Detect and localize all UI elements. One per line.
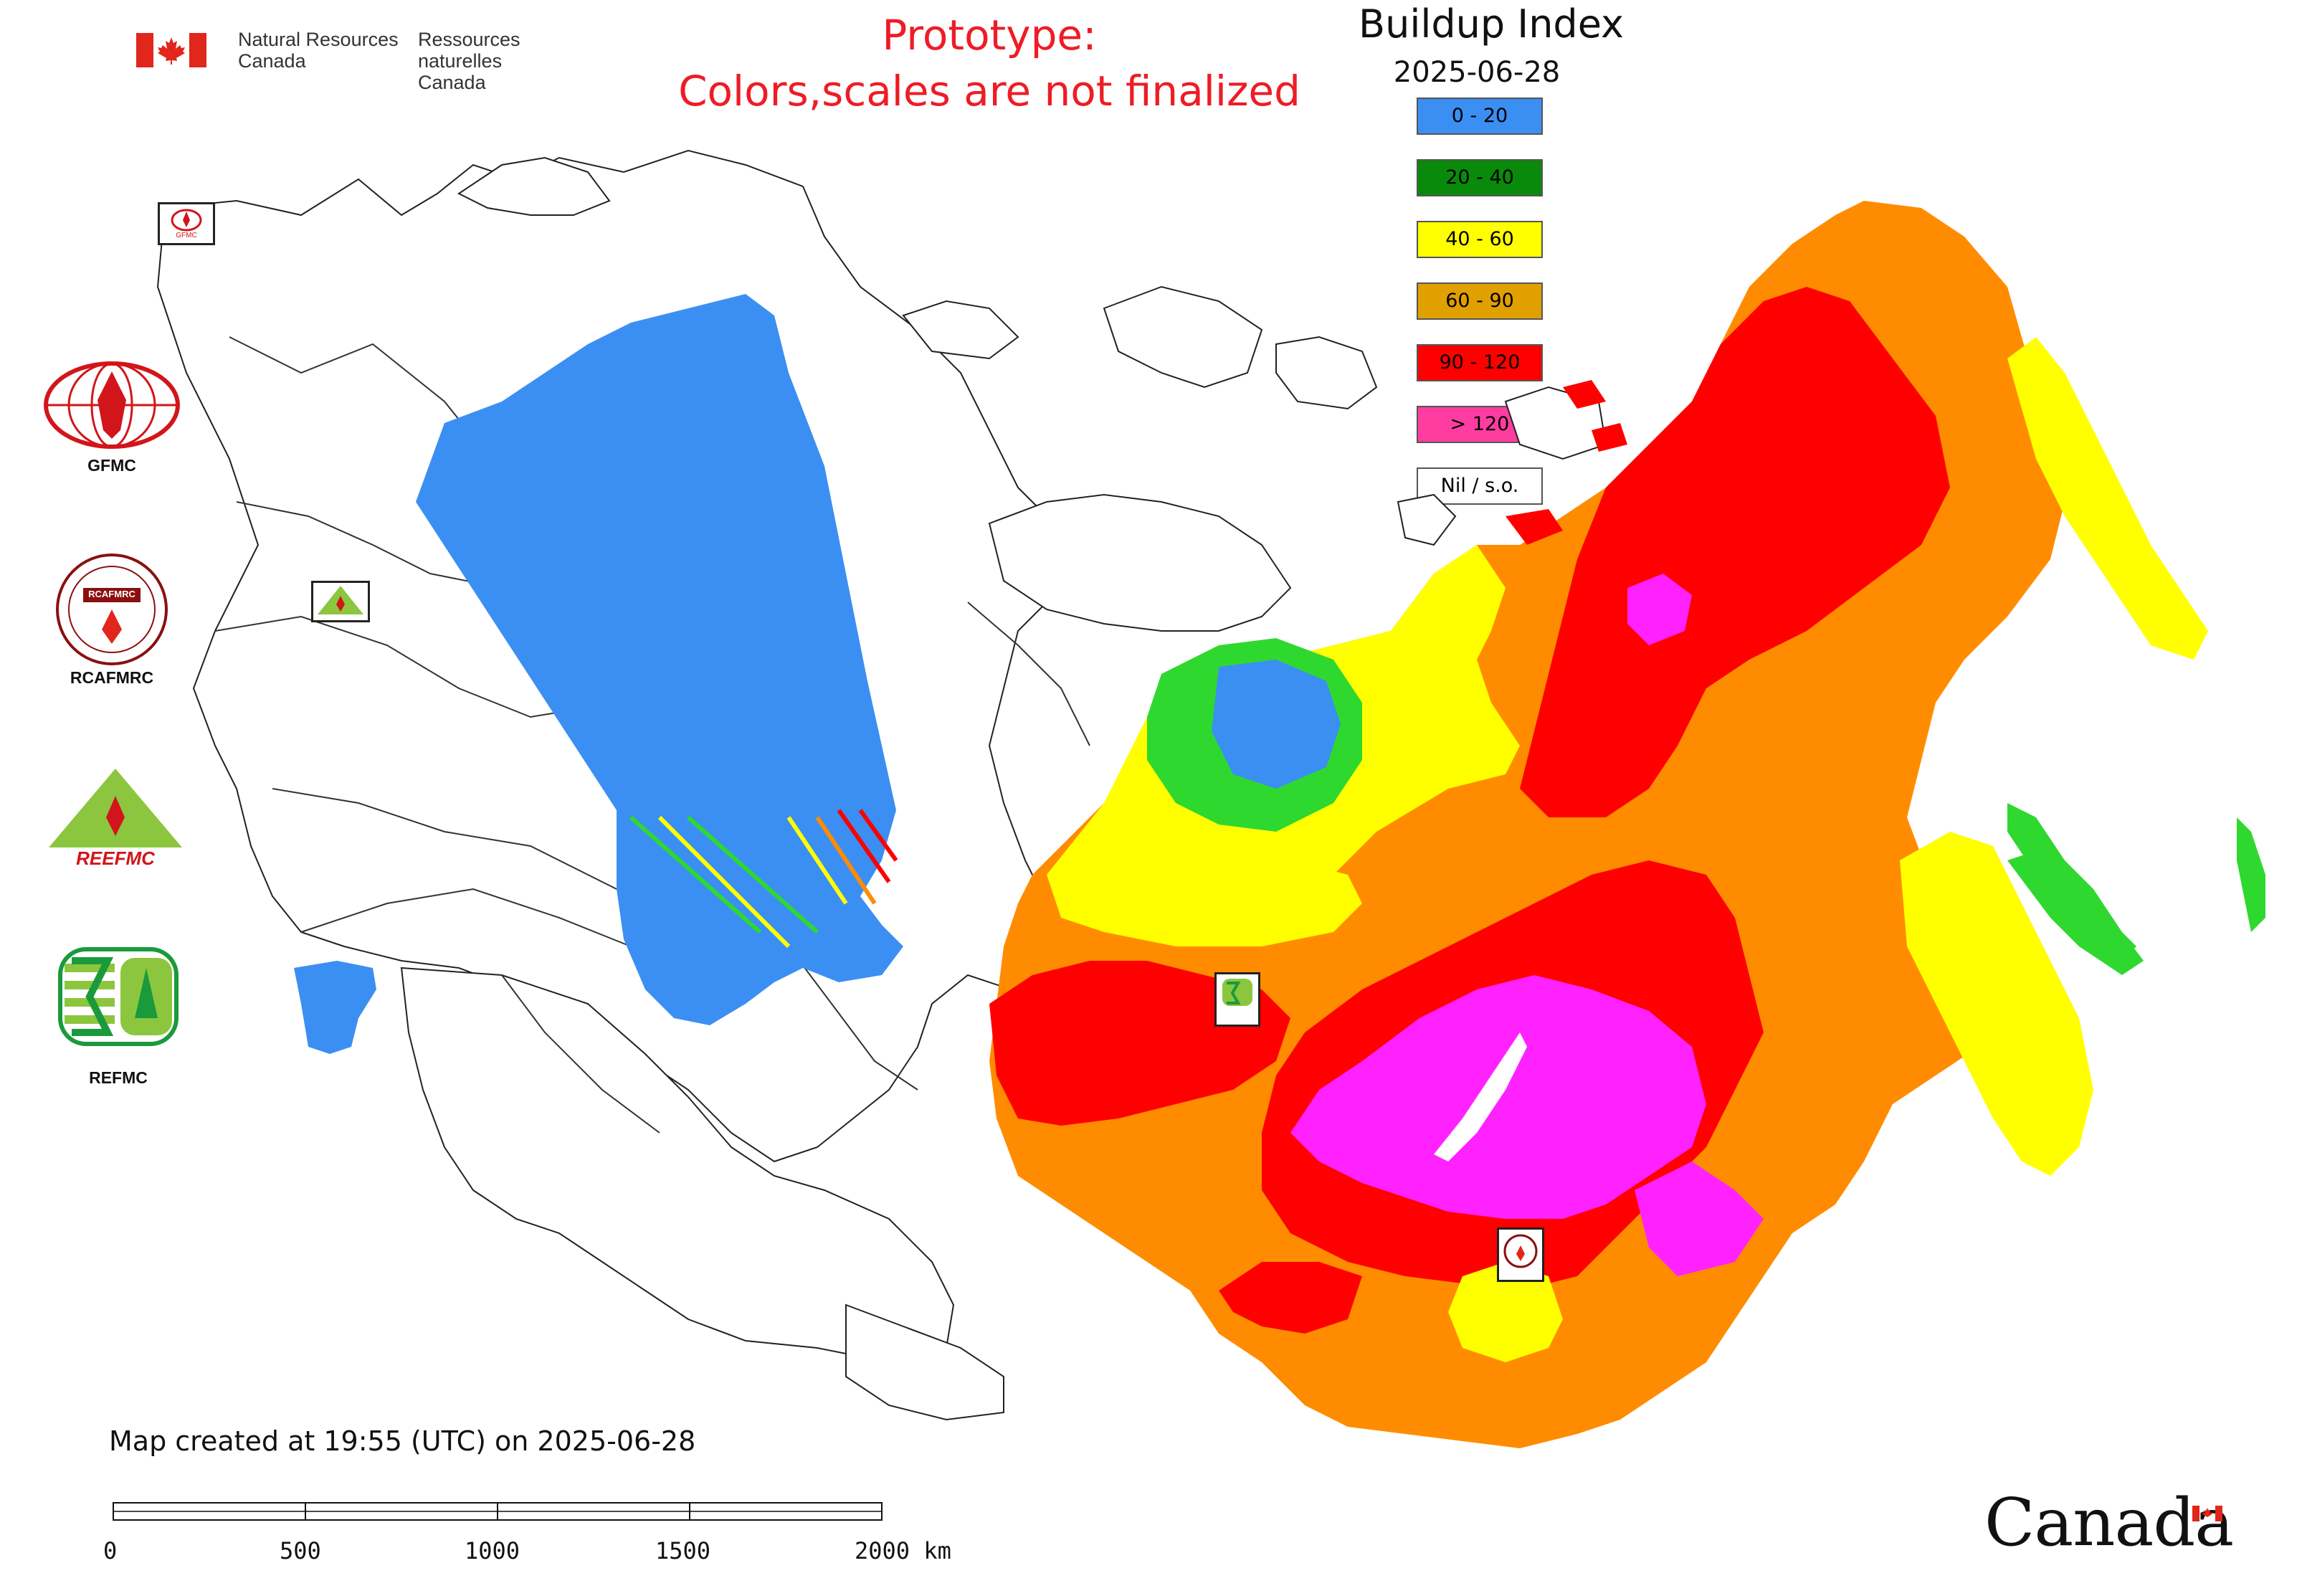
map-created-note: Map created at 19:55 (UTC) on 2025-06-28 [109, 1425, 696, 1457]
reefmc-emblem-icon [49, 769, 182, 847]
zone-yellow-east [1900, 832, 2093, 1176]
refmc-map-badge [1214, 972, 1260, 1027]
legend-item-0-20: 0 - 20 [1417, 98, 1543, 135]
zone-yellow-south [1448, 1262, 1563, 1362]
gfmc-logo: GFMC [40, 358, 184, 475]
prototype-notice: Prototype: Colors,scales are not finaliz… [645, 7, 1333, 119]
legend-item-90-120: 90 - 120 [1417, 344, 1543, 381]
nrcan-signature: Natural Resources Canada Ressources natu… [136, 29, 595, 93]
scale-label-2000km: 2000 km [855, 1537, 951, 1564]
zone-yellow-west [1047, 832, 1362, 946]
legend-item-20-40: 20 - 40 [1417, 159, 1543, 196]
rcafmrc-map-badge-icon [1503, 1234, 1538, 1268]
blue-region-stripes [629, 809, 898, 949]
arctic-outlines [457, 156, 1607, 632]
scale-label-500: 500 [280, 1537, 321, 1564]
zone-magenta-east [1635, 1162, 1764, 1276]
legend-item-40-60: 40 - 60 [1417, 221, 1543, 258]
prototype-line-1: Prototype: [882, 11, 1097, 60]
canada-flag-icon [136, 33, 206, 67]
rcafmrc-label: RCAFMRC [70, 668, 154, 687]
reefmc-map-badge [311, 581, 370, 622]
gfmc-emblem-icon [44, 361, 180, 449]
scale-label-1500: 1500 [655, 1537, 711, 1564]
refmc-map-badge-icon [1222, 979, 1252, 1006]
red-arctic-islands [1506, 380, 1627, 545]
lake-baikal [1434, 1032, 1527, 1162]
canada-wordmark: Canada [1984, 1484, 2242, 1567]
org-name-en: Natural Resources Canada [238, 29, 399, 72]
legend-item-60-90: 60 - 90 [1417, 282, 1543, 320]
island-japan [2237, 817, 2265, 932]
rcafmrc-logo: RCAFMRC RCAFMRC [40, 552, 184, 688]
reefmc-map-badge-icon [318, 586, 363, 614]
map-date: 2025-06-28 [1393, 56, 1561, 89]
scale-label-0: 0 [103, 1537, 118, 1564]
refmc-label: REFMC [89, 1068, 148, 1087]
gfmc-small-badge: GFMC [158, 202, 215, 245]
org-name-fr: Ressources naturelles Canada [418, 29, 520, 93]
scale-bar-graphic [113, 1502, 883, 1521]
rcafmrc-map-badge [1497, 1227, 1544, 1282]
zone-magenta-northeast [1627, 574, 1692, 645]
refmc-logo: REFMC [57, 946, 179, 1090]
canada-wordmark-flag-icon [2192, 1506, 2222, 1521]
zone-red-south [1219, 1262, 1362, 1334]
zone-yellow-kamchatka [2007, 337, 2208, 660]
gfmc-small-badge-label: GFMC [176, 232, 197, 239]
scale-label-1000: 1000 [465, 1537, 520, 1564]
reefmc-logo: REEFMC [40, 767, 191, 875]
rcafmrc-emblem-icon [56, 554, 168, 665]
zone-blue-north [1212, 660, 1341, 789]
zone-red-northeast [1520, 287, 1950, 817]
rcafmrc-emblem-text: RCAFMRC [88, 589, 135, 599]
internal-borders [214, 336, 1090, 1134]
prototype-line-2: Colors,scales are not finalized [678, 67, 1300, 115]
map-title: Buildup Index [1359, 1, 1624, 47]
refmc-emblem-icon [58, 947, 179, 1046]
island-sakhalin [2007, 803, 2136, 961]
gfmc-label: GFMC [87, 456, 136, 475]
scale-bar [112, 1501, 883, 1523]
reefmc-emblem-text: REEFMC [76, 847, 155, 869]
canada-wordmark-text: Canada [1984, 1484, 2234, 1561]
